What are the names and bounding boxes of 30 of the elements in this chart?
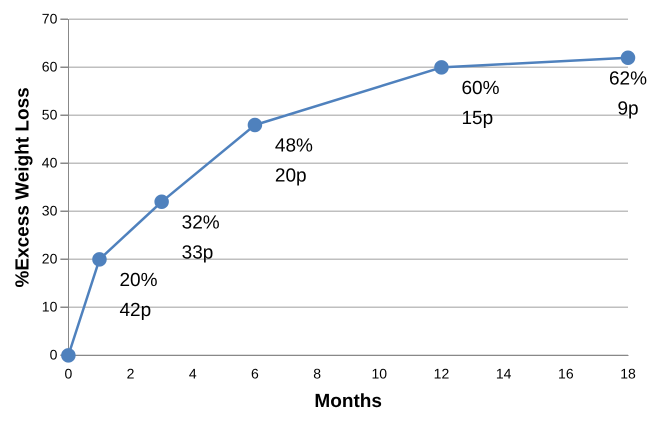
x-tick-label: 8 xyxy=(313,366,322,382)
y-tick-label: 50 xyxy=(42,106,58,122)
x-tick-label: 16 xyxy=(558,366,574,382)
x-tick-label: 18 xyxy=(620,366,636,382)
y-tick-label: 10 xyxy=(42,298,58,314)
annotation: 48% 20p xyxy=(274,136,314,187)
y-axis-title: %Excess Weight Loss xyxy=(12,87,34,288)
y-tick-label: 20 xyxy=(42,250,58,266)
annotation: 62% 9p xyxy=(608,68,648,120)
x-tick-label: 0 xyxy=(64,366,72,382)
y-tick-label: 40 xyxy=(42,154,58,170)
y-tick-label: 70 xyxy=(42,10,58,26)
x-tick-label: 12 xyxy=(434,366,450,382)
y-tick-label: 60 xyxy=(42,58,58,74)
y-tick-label: 0 xyxy=(50,346,58,362)
point xyxy=(434,60,449,75)
point xyxy=(248,118,262,132)
x-tick-label: 14 xyxy=(496,366,512,382)
x-axis-title: Months xyxy=(314,390,382,412)
x-tick-label: 10 xyxy=(371,366,388,382)
y-tick-label: 30 xyxy=(42,202,58,218)
annotation: 60% 15p xyxy=(461,78,500,130)
point xyxy=(154,194,169,210)
point xyxy=(92,252,107,267)
x-tick-label: 2 xyxy=(126,366,135,382)
annotation: 32% 33p xyxy=(182,212,220,264)
x-tick-label: 4 xyxy=(188,366,197,382)
x-tick-label: 6 xyxy=(251,366,260,382)
point xyxy=(620,50,636,66)
annotation: 20% 42p xyxy=(119,270,158,322)
